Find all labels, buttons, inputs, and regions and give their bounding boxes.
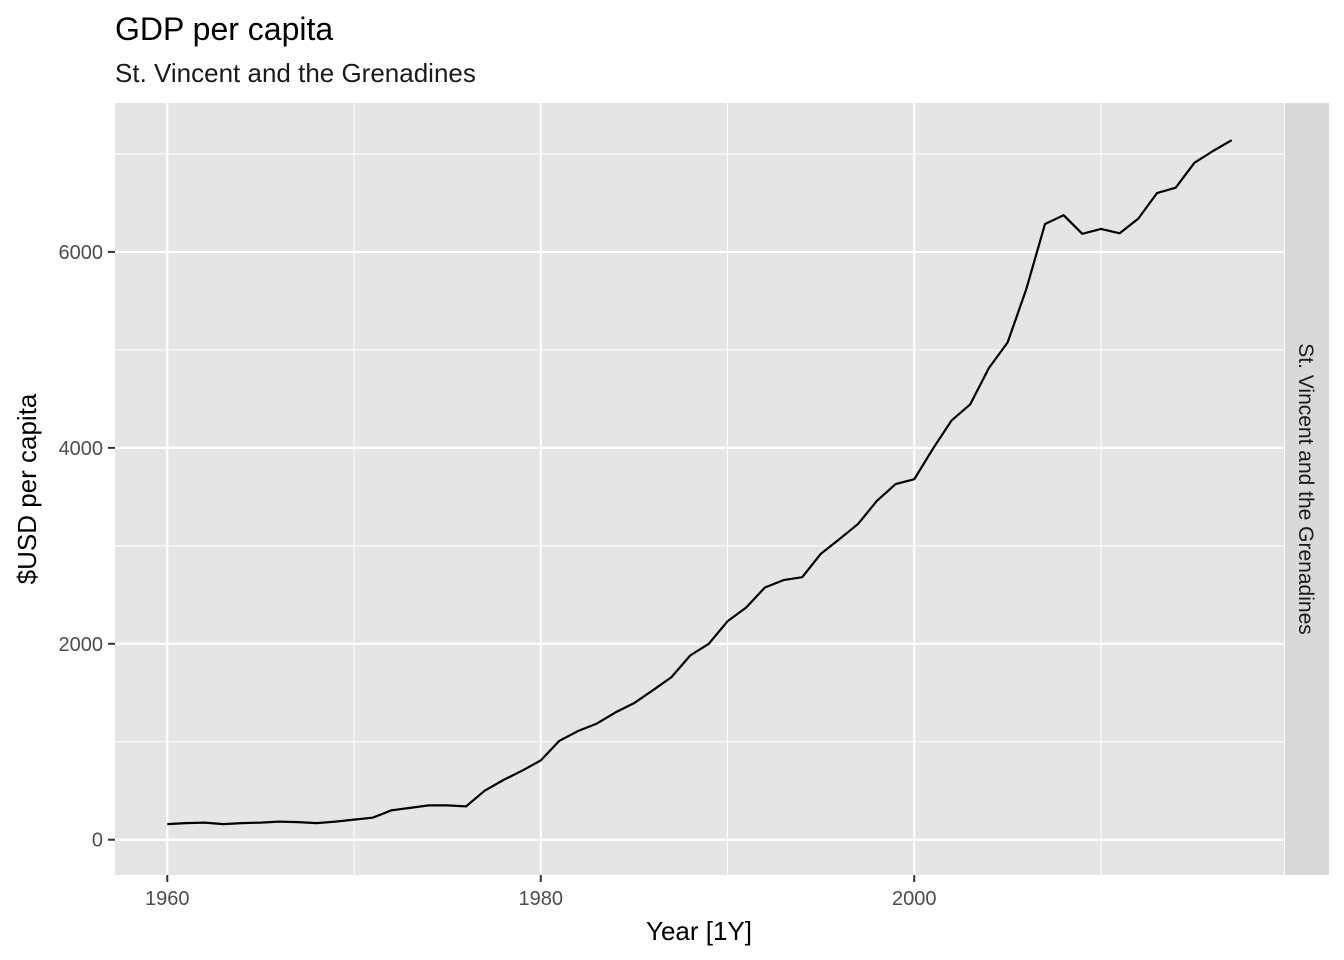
x-axis: 1960 1980 2000	[145, 875, 937, 910]
chart-subtitle: St. Vincent and the Grenadines	[115, 58, 476, 88]
y-tick-label: 4000	[59, 438, 104, 460]
major-gridlines	[115, 103, 1284, 875]
plot-panel	[115, 103, 1284, 875]
x-tick-label: 1980	[519, 888, 564, 910]
minor-gridlines	[115, 103, 1284, 875]
gdp-series-line	[167, 139, 1233, 826]
y-tick-label: 0	[92, 830, 103, 852]
x-tick-label: 1960	[145, 888, 190, 910]
y-tick-label: 6000	[59, 242, 104, 264]
chart-title: GDP per capita	[115, 11, 333, 47]
x-axis-title: Year [1Y]	[646, 916, 752, 946]
facet-strip-label: St. Vincent and the Grenadines	[1294, 343, 1317, 634]
facet-strip	[1285, 103, 1329, 875]
x-tick-label: 2000	[892, 888, 937, 910]
y-axis: 0 2000 4000 6000	[59, 242, 115, 852]
y-tick-label: 2000	[59, 634, 104, 656]
y-axis-title: $USD per capita	[12, 393, 42, 584]
